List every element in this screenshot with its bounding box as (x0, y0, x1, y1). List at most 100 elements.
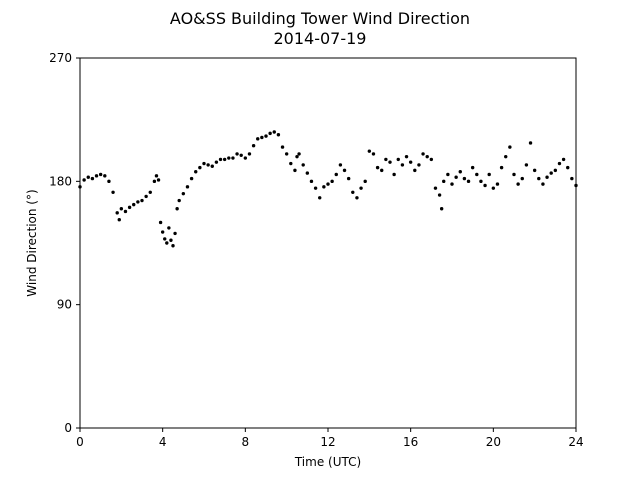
axes-frame (79, 57, 577, 429)
data-point (154, 174, 159, 178)
data-point (136, 200, 140, 204)
data-point (338, 163, 343, 167)
data-point (425, 154, 429, 159)
data-point (251, 144, 256, 148)
data-point (334, 172, 338, 177)
data-point (574, 183, 578, 188)
data-point (305, 171, 310, 175)
data-point (566, 165, 570, 170)
data-point (82, 178, 86, 182)
data-point (388, 160, 392, 164)
data-point (156, 178, 161, 182)
data-point (177, 198, 181, 203)
data-point (351, 190, 355, 194)
data-point (144, 194, 148, 199)
data-point (247, 152, 252, 156)
data-point (175, 207, 179, 211)
data-point (227, 156, 231, 160)
data-point (98, 172, 103, 177)
data-point (421, 152, 425, 156)
data-point (111, 190, 115, 194)
data-point (520, 176, 524, 181)
data-point (243, 156, 248, 160)
x-axis-label: Time (UTC) (294, 455, 361, 469)
data-point (284, 152, 289, 156)
data-point (429, 157, 434, 162)
x-tick-label: 16 (403, 435, 418, 449)
data-point (152, 179, 157, 184)
data-point (169, 238, 173, 242)
data-point (185, 185, 190, 189)
data-point (313, 186, 318, 190)
data-point (293, 168, 297, 173)
data-point (392, 172, 396, 177)
data-point (499, 165, 504, 170)
data-point (171, 244, 175, 248)
data-point (384, 157, 388, 162)
y-tick-label: 90 (57, 298, 72, 312)
data-point (475, 172, 479, 177)
data-point (470, 165, 475, 170)
data-point (375, 165, 380, 170)
data-point (167, 226, 171, 230)
data-point (483, 183, 487, 188)
data-point (359, 186, 363, 190)
chart-title: AO&SS Building Tower Wind Direction (170, 9, 470, 28)
data-point (442, 179, 446, 184)
data-point (326, 182, 330, 186)
x-tick-label: 24 (568, 435, 583, 449)
data-point (528, 141, 533, 145)
data-point (295, 154, 299, 159)
x-tick-label: 8 (242, 435, 250, 449)
data-point (363, 179, 367, 184)
data-point (524, 163, 529, 167)
data-point (214, 160, 219, 164)
data-point (367, 149, 372, 153)
data-point (330, 179, 334, 184)
data-point (466, 179, 471, 184)
data-point (218, 157, 223, 162)
data-point (260, 135, 264, 140)
chart-subtitle: 2014-07-19 (274, 29, 367, 48)
y-axis-label: Wind Direction (°) (25, 189, 39, 296)
data-point (516, 182, 520, 186)
data-point (86, 175, 90, 179)
data-point (458, 170, 462, 174)
data-point (570, 176, 574, 181)
data-point (202, 161, 206, 166)
data-point (380, 168, 384, 173)
data-point (181, 191, 186, 196)
data-point (268, 131, 272, 136)
x-tick-label: 12 (320, 435, 335, 449)
data-point (78, 185, 82, 189)
data-point (289, 161, 293, 166)
data-point (301, 163, 305, 167)
data-point (206, 163, 210, 167)
data-point (322, 185, 326, 189)
data-point (256, 137, 260, 141)
data-point (189, 176, 194, 181)
data-point (553, 168, 558, 173)
data-point (309, 179, 314, 184)
data-point (235, 152, 239, 156)
data-point (371, 152, 376, 156)
data-point (545, 175, 549, 179)
data-point (479, 179, 483, 184)
data-point (222, 157, 227, 162)
data-point (462, 176, 467, 181)
plot-area: 0 4 8 12 16 20 24 0 90 180 270 (49, 51, 584, 449)
data-point (396, 157, 400, 162)
data-point (495, 182, 500, 186)
data-point (94, 174, 99, 178)
data-point (90, 176, 95, 181)
data-point (454, 175, 458, 179)
data-point (491, 186, 496, 190)
data-point (103, 174, 107, 178)
data-point (140, 198, 144, 203)
data-point (127, 205, 132, 210)
data-point (512, 172, 516, 177)
y-tick-label: 180 (49, 174, 72, 188)
x-tick-label: 20 (486, 435, 501, 449)
data-point (532, 168, 537, 173)
